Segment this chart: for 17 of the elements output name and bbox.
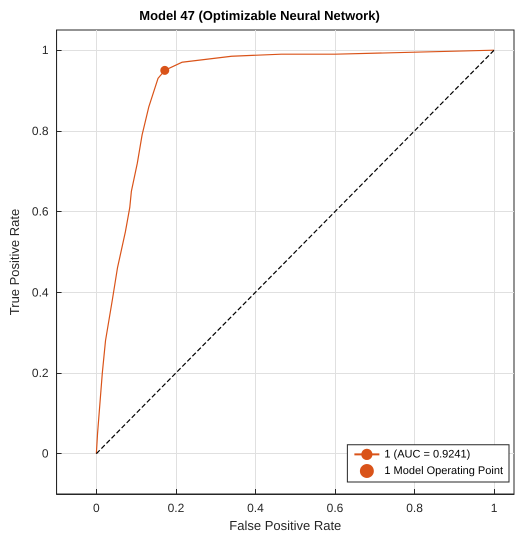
x-axis-title: False Positive Rate <box>229 518 342 533</box>
y-tick-label: 0.6 <box>32 204 49 219</box>
x-tick-label: 0.8 <box>406 501 424 515</box>
x-tick-label: 1 <box>490 501 498 515</box>
x-tick-label: 0.4 <box>247 501 264 515</box>
y-tick-label: 0.4 <box>32 285 49 300</box>
x-tick-label: 0.2 <box>168 501 185 515</box>
legend-label: 1 Model Operating Point <box>384 465 504 477</box>
y-tick-label: 0 <box>42 446 49 461</box>
y-tick-label: 0.2 <box>32 366 49 380</box>
legend-label: 1 (AUC = 0.9241) <box>384 448 470 460</box>
y-tick-label: 1 <box>42 43 49 58</box>
y-axis-title: True Positive Rate <box>7 208 22 316</box>
chart-title: Model 47 (Optimizable Neural Network) <box>139 8 380 23</box>
x-tick-label: 0 <box>93 501 100 515</box>
y-tick-label: 0.8 <box>32 124 49 138</box>
x-tick-label: 0.6 <box>326 501 344 515</box>
